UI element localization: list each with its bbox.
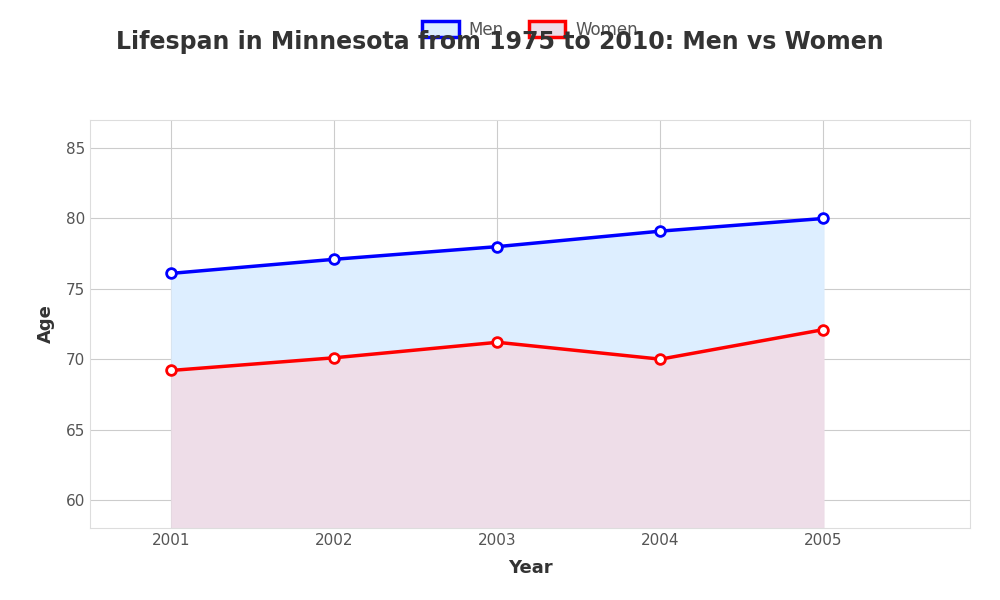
X-axis label: Year: Year (508, 559, 552, 577)
Legend: Men, Women: Men, Women (415, 14, 645, 46)
Text: Lifespan in Minnesota from 1975 to 2010: Men vs Women: Lifespan in Minnesota from 1975 to 2010:… (116, 30, 884, 54)
Y-axis label: Age: Age (37, 305, 55, 343)
